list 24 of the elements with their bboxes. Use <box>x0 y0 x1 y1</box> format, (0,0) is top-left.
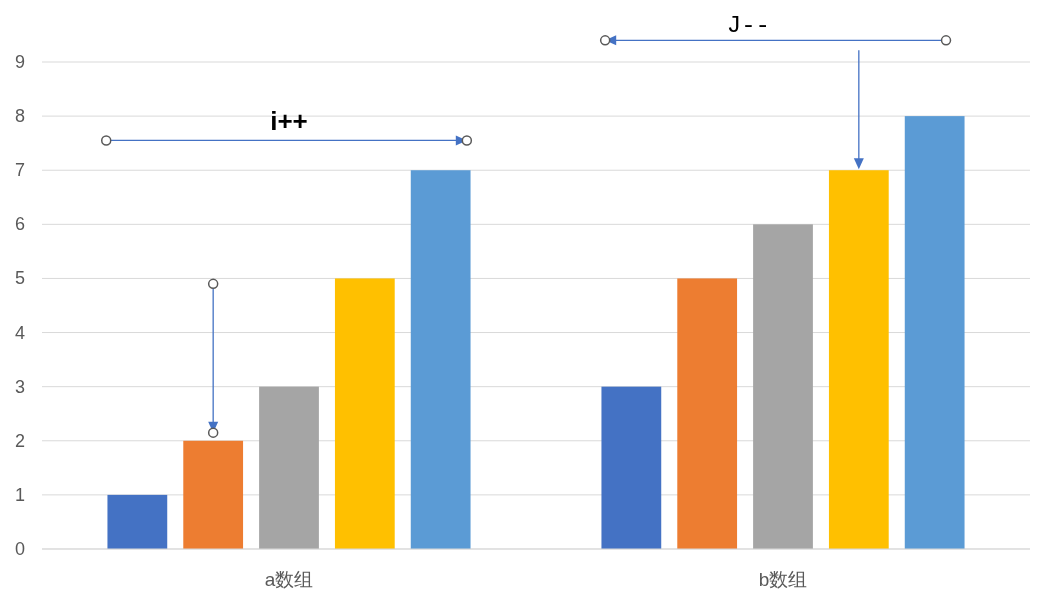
x-tick-label: a数组 <box>264 569 314 590</box>
y-tick-label: 9 <box>14 52 26 72</box>
bar <box>753 224 813 549</box>
y-tick-label: 0 <box>14 539 26 559</box>
bar <box>334 278 395 549</box>
y-tick-label: 7 <box>14 160 26 181</box>
bar <box>601 386 662 549</box>
bar <box>677 278 738 549</box>
y-tick-label: 8 <box>14 106 26 127</box>
text: J-- <box>726 12 771 40</box>
y-tick-label: 5 <box>14 268 26 289</box>
y-tick-label: 6 <box>14 214 26 235</box>
y-tick-label: 1 <box>14 484 26 505</box>
bar <box>183 440 244 549</box>
y-tick-label: 3 <box>14 376 26 397</box>
bar <box>259 386 319 549</box>
annotation: i++ <box>270 106 308 137</box>
y-tick-label: 2 <box>14 430 26 451</box>
y-tick-label: 4 <box>14 322 26 343</box>
x-tick-label: b数组 <box>758 569 808 590</box>
bar <box>828 170 889 549</box>
bar <box>107 494 168 549</box>
bar <box>410 170 471 549</box>
bar <box>904 116 965 549</box>
